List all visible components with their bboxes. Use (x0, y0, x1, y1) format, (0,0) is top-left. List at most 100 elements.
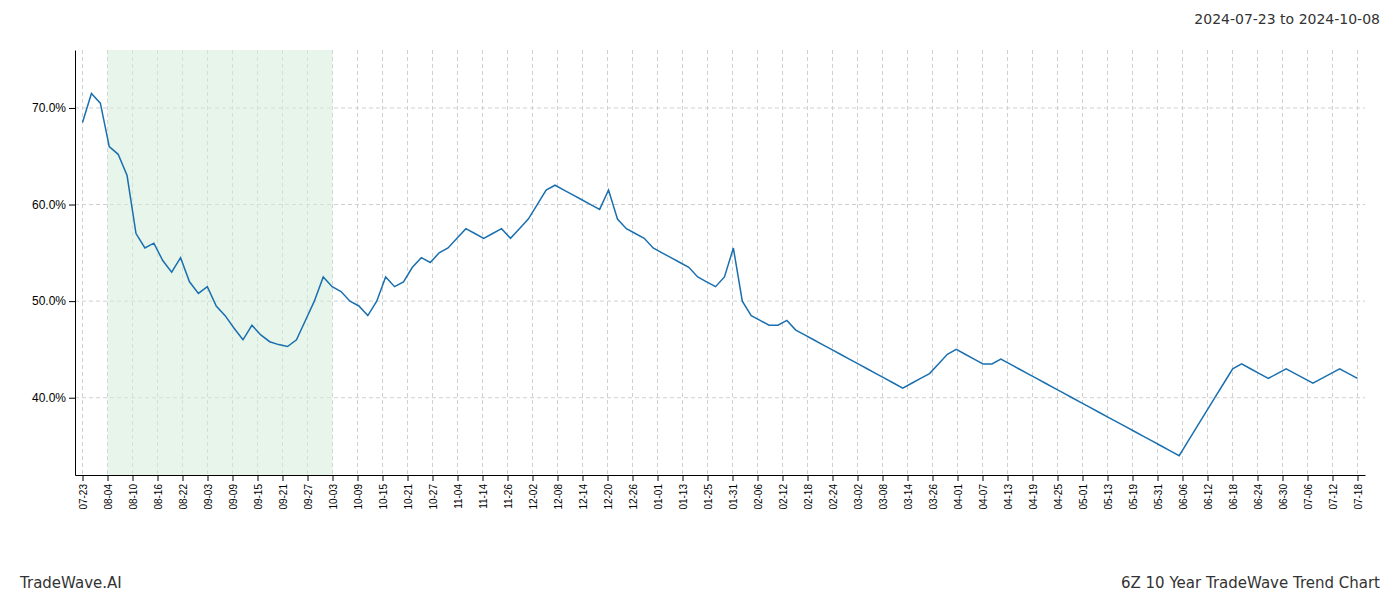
x-tick-label: 09-27 (303, 484, 314, 510)
x-tick-mark (383, 475, 384, 481)
x-tick-label: 04-01 (953, 484, 964, 510)
x-tick-mark (108, 475, 109, 481)
x-tick-mark (408, 475, 409, 481)
x-tick-mark (533, 475, 534, 481)
plot-marks (83, 50, 1358, 475)
grid-line-x (807, 50, 808, 475)
x-tick-mark (433, 475, 434, 481)
x-tick: 08-16 (153, 475, 164, 510)
grid-line-x (782, 50, 783, 475)
x-tick-mark (508, 475, 509, 481)
x-tick: 10-03 (328, 475, 339, 510)
y-tick: 60.0% (32, 198, 75, 212)
x-tick-label: 02-12 (778, 484, 789, 510)
x-tick-label: 07-06 (1303, 484, 1314, 510)
x-tick: 09-21 (278, 475, 289, 510)
grid-line-x (707, 50, 708, 475)
x-tick-mark (233, 475, 234, 481)
x-tick-mark (1333, 475, 1334, 481)
title: 6Z 10 Year TradeWave Trend Chart (1121, 574, 1380, 592)
grid-line-x (1307, 50, 1308, 475)
grid-line-x (757, 50, 758, 475)
x-tick-mark (1208, 475, 1209, 481)
x-tick-label: 01-31 (728, 484, 739, 510)
x-tick: 04-25 (1053, 475, 1064, 510)
grid-line-x (432, 50, 433, 475)
x-tick-mark (208, 475, 209, 481)
x-tick: 02-06 (753, 475, 764, 510)
x-tick: 05-19 (1128, 475, 1139, 510)
grid-line-x (907, 50, 908, 475)
x-tick-label: 11-14 (478, 484, 489, 509)
x-tick-label: 08-04 (103, 484, 114, 510)
x-tick-label: 09-15 (253, 484, 264, 510)
x-tick-label: 03-08 (878, 484, 889, 510)
x-tick: 12-26 (628, 475, 639, 510)
x-tick-label: 12-20 (603, 484, 614, 510)
x-tick-mark (808, 475, 809, 481)
y-tick-mark (69, 398, 75, 399)
grid-line-x (882, 50, 883, 475)
x-tick: 12-14 (578, 475, 589, 510)
x-tick-mark (358, 475, 359, 481)
x-tick-label: 05-31 (1153, 484, 1164, 510)
x-tick: 05-01 (1078, 475, 1089, 510)
x-tick-label: 04-25 (1053, 484, 1064, 510)
x-tick: 06-30 (1278, 475, 1289, 510)
x-tick: 06-12 (1203, 475, 1214, 510)
x-tick-label: 09-09 (228, 484, 239, 510)
x-tick-mark (833, 475, 834, 481)
x-tick-label: 08-10 (128, 484, 139, 510)
x-tick: 01-13 (678, 475, 689, 510)
x-tick-mark (1233, 475, 1234, 481)
grid-line-x (1232, 50, 1233, 475)
x-tick-label: 02-24 (828, 484, 839, 510)
grid-line-x (1332, 50, 1333, 475)
x-tick: 11-26 (503, 475, 514, 509)
x-tick: 08-10 (128, 475, 139, 510)
x-tick-mark (1083, 475, 1084, 481)
x-tick: 03-02 (853, 475, 864, 510)
x-tick-mark (783, 475, 784, 481)
x-tick-label: 10-09 (353, 484, 364, 510)
grid-line-x (557, 50, 558, 475)
x-tick-mark (708, 475, 709, 481)
x-tick: 04-19 (1028, 475, 1039, 510)
x-tick-label: 01-13 (678, 484, 689, 510)
grid-line-x (532, 50, 533, 475)
x-tick-label: 10-15 (378, 484, 389, 510)
x-tick: 02-18 (803, 475, 814, 510)
annotation: TradeWave.AI (19, 574, 122, 592)
grid-line-x (457, 50, 458, 475)
x-tick-label: 07-23 (78, 484, 89, 510)
x-tick-label: 03-14 (903, 484, 914, 510)
chart: 07-2308-0408-1008-1608-2209-0309-0909-15… (0, 0, 1400, 600)
grid-line-x (1157, 50, 1158, 475)
x-tick-label: 05-01 (1078, 484, 1089, 510)
x-tick: 09-09 (228, 475, 239, 510)
x-tick-label: 03-26 (928, 484, 939, 510)
x-axis-line (76, 475, 1366, 476)
x-tick: 06-24 (1253, 475, 1264, 510)
x-tick: 03-14 (903, 475, 914, 510)
x-tick: 09-03 (203, 475, 214, 510)
x-tick-label: 07-12 (1328, 484, 1339, 510)
x-tick-mark (158, 475, 159, 481)
x-tick-label: 01-01 (653, 484, 664, 510)
x-tick-label: 11-26 (503, 484, 514, 509)
grid (75, 50, 1365, 475)
grid-line-x (382, 50, 383, 475)
x-tick: 08-04 (103, 475, 114, 510)
grid-line-x (357, 50, 358, 475)
x-tick: 01-31 (728, 475, 739, 510)
x-tick-mark (333, 475, 334, 481)
x-tick-mark (958, 475, 959, 481)
x-tick: 10-15 (378, 475, 389, 510)
x-tick-label: 04-19 (1028, 484, 1039, 510)
x-tick-mark (558, 475, 559, 481)
grid-line-x (1107, 50, 1108, 475)
grid-line-x (657, 50, 658, 475)
x-tick-label: 10-03 (328, 484, 339, 510)
grid-line-x (582, 50, 583, 475)
y-tick-mark (69, 301, 75, 302)
